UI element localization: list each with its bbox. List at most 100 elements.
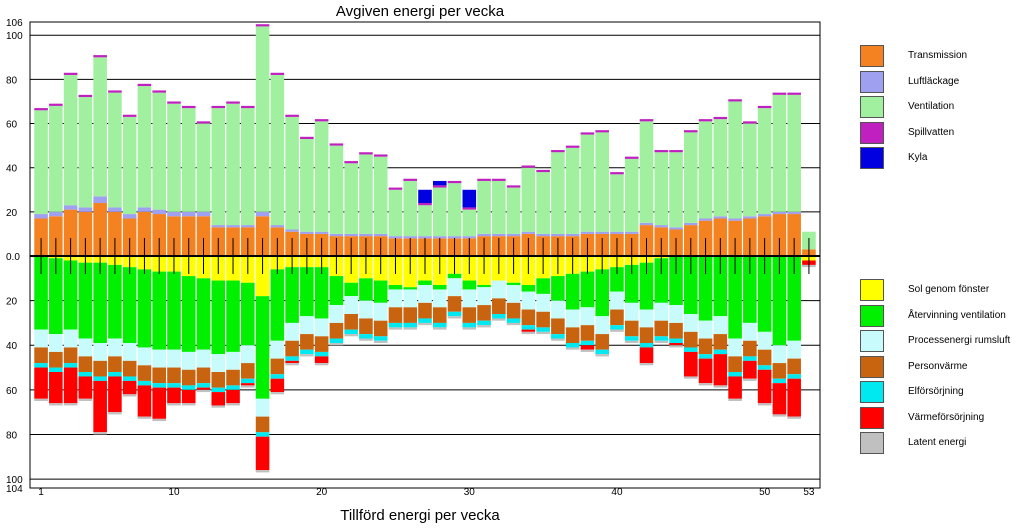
bar-Återvinning ventilation: [152, 271, 166, 350]
bar-Personvärme: [270, 358, 285, 375]
bar-Personvärme: [492, 298, 506, 314]
bar-Elförsörjning: [152, 383, 166, 388]
bar-Luftläckage: [728, 218, 742, 221]
bar-Latent energi: [270, 392, 285, 395]
bar-Latent energi: [521, 331, 536, 335]
bar-Återvinning ventilation: [241, 282, 255, 346]
bar-Elförsörjning: [211, 387, 226, 393]
bar-Elförsörjning: [226, 385, 240, 390]
bar-Återvinning ventilation: [506, 282, 521, 285]
bar-Återvinning ventilation: [137, 269, 152, 348]
bar-Sol genom fönster: [255, 256, 270, 297]
x-tick-label: 1: [38, 487, 44, 498]
legend-swatch: [860, 45, 884, 67]
bar-Luftläckage: [477, 233, 491, 237]
bar-Värmeförsörjning: [211, 392, 226, 406]
bar-Personvärme: [787, 358, 801, 375]
bar-Luftläckage: [211, 225, 226, 228]
bar-Personvärme: [241, 363, 255, 379]
bar-Personvärme: [359, 318, 373, 335]
bar-Personvärme: [49, 351, 63, 368]
bar-Återvinning ventilation: [78, 262, 93, 339]
bar-Personvärme: [610, 309, 624, 326]
bar-Personvärme: [373, 320, 388, 337]
bar-Luftläckage: [373, 233, 388, 237]
bar-Elförsörjning: [580, 340, 595, 346]
bar-Personvärme: [63, 347, 78, 364]
bar-Processenergi rumsluft: [639, 309, 654, 328]
bar-Återvinning ventilation: [388, 285, 403, 290]
bar-Latent energi: [122, 394, 137, 397]
bar-Ventilation: [624, 158, 639, 232]
legend-item: Luftläckage: [860, 70, 1024, 95]
bar-Processenergi rumsluft: [137, 347, 152, 366]
bar-Luftläckage: [610, 231, 624, 234]
bar-Elförsörjning: [329, 338, 344, 343]
bar-Elförsörjning: [373, 336, 388, 341]
bar-Processenergi rumsluft: [772, 345, 787, 364]
legend-label: Värmeförsörjning: [908, 411, 985, 423]
bar-Elförsörjning: [108, 372, 122, 377]
y-tick-label-bottom: 100: [6, 475, 23, 486]
bars-group: [30, 24, 820, 473]
bar-Luftläckage: [63, 205, 78, 210]
bar-Processenergi rumsluft: [654, 302, 669, 321]
bar-Spillvatten: [639, 119, 654, 122]
bar-Personvärme: [521, 309, 536, 326]
bar-Transmission: [255, 216, 270, 256]
bar-Latent energi: [152, 418, 166, 422]
bar-Spillvatten: [344, 161, 358, 164]
bar-Elförsörjning: [757, 365, 772, 370]
bar-Transmission: [167, 216, 181, 256]
bar-Luftläckage: [359, 233, 373, 237]
legend-swatch: [860, 355, 884, 378]
bar-Luftläckage: [329, 233, 344, 237]
bar-Transmission: [757, 216, 772, 256]
bar-Spillvatten: [698, 119, 713, 122]
bar-Luftläckage: [403, 236, 418, 239]
bar-Återvinning ventilation: [373, 280, 388, 303]
bar-Värmeförsörjning: [728, 376, 742, 399]
bar-Återvinning ventilation: [743, 256, 757, 323]
legend-label: Ventilation: [908, 101, 955, 112]
bar-Ventilation: [669, 152, 683, 228]
y-tick-label-top: 20: [6, 208, 18, 219]
bar-Processenergi rumsluft: [122, 343, 137, 361]
bar-Elförsörjning: [743, 356, 757, 361]
bar-Återvinning ventilation: [477, 285, 491, 288]
bar-Återvinning ventilation: [610, 267, 624, 292]
bar-Luftläckage: [270, 225, 285, 228]
bar-Ventilation: [772, 94, 787, 212]
bar-Spillvatten: [108, 90, 122, 93]
bar-Personvärme: [462, 307, 477, 323]
bar-Ventilation: [551, 152, 565, 234]
bar-Processenergi rumsluft: [167, 349, 181, 368]
bar-Återvinning ventilation: [270, 269, 285, 341]
bar-Personvärme: [743, 340, 757, 357]
legend-item: Processenergi rumsluft: [860, 330, 1024, 354]
bar-Elförsörjning: [639, 343, 654, 348]
bar-Värmeförsörjning: [698, 358, 713, 384]
bar-Personvärme: [314, 336, 329, 352]
bar-Luftläckage: [122, 214, 137, 219]
bar-Värmeförsörjning: [757, 369, 772, 404]
bar-Elförsörjning: [669, 338, 683, 343]
bar-Återvinning ventilation: [63, 260, 78, 330]
bar-Transmission: [93, 203, 107, 256]
bar-Spillvatten: [359, 152, 373, 155]
x-tick-label: 40: [611, 487, 623, 498]
bar-Personvärme: [772, 363, 787, 379]
y-tick-label-top: 40: [6, 164, 18, 175]
bar-Luftläckage: [78, 207, 93, 212]
bar-Processenergi rumsluft: [743, 322, 757, 341]
bar-Ventilation: [757, 108, 772, 215]
bar-Luftläckage: [167, 211, 181, 217]
bar-Spillvatten: [122, 114, 137, 117]
bar-Ventilation: [447, 183, 462, 237]
bar-Spillvatten: [536, 169, 550, 173]
bar-Transmission: [787, 214, 801, 256]
bar-Ventilation: [34, 110, 48, 215]
bar-Ventilation: [108, 92, 122, 208]
bar-Värmeförsörjning: [196, 387, 211, 390]
